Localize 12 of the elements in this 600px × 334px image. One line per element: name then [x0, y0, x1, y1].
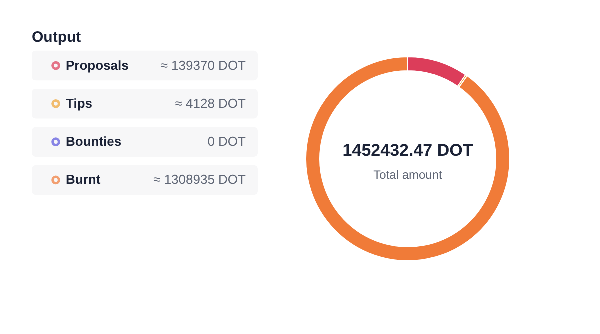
data-label: ≈ 139370 DOT: [160, 58, 246, 73]
donut-slice: [306, 56, 510, 262]
legend-label: Tips: [66, 96, 92, 111]
text: 1452432.47 DOT: [342, 141, 474, 160]
data-label: ≈ 1308935 DOT: [154, 172, 246, 188]
text: Total amount: [374, 168, 444, 182]
legend-label: Bounties: [66, 134, 122, 150]
chart-title: Output: [32, 29, 82, 46]
data-label: ≈ 4128 DOT: [175, 96, 246, 111]
legend-label: Proposals: [66, 58, 129, 73]
text: 0 DOT: [208, 134, 246, 150]
legend-label: Burnt: [66, 172, 102, 188]
